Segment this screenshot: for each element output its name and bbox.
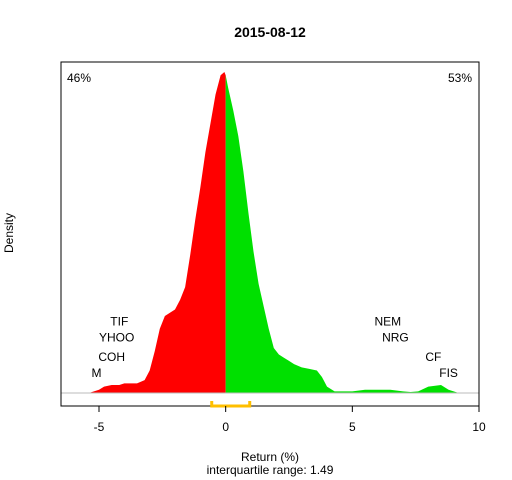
density-area (88, 72, 459, 394)
ticker-label-coh: COH (98, 350, 125, 364)
x-axis: -5 0 5 10 (94, 406, 486, 434)
plot-frame (60, 61, 480, 407)
y-axis-label: Density (2, 213, 16, 253)
ticker-label-fis: FIS (439, 366, 458, 380)
negative-share-label: 46% (67, 71, 91, 85)
ticker-label-nem: NEM (374, 315, 401, 329)
ticker-label-m: M (92, 366, 102, 380)
ticker-label-cf: CF (425, 350, 441, 364)
iqr-subtitle: interquartile range: 1.49 (207, 463, 334, 477)
negative-returns-area (88, 72, 226, 393)
iqr-bracket (210, 401, 252, 408)
ticker-label-tif: TIF (110, 315, 128, 329)
x-axis-label: Return (%) (241, 450, 299, 464)
x-tick-label: 5 (349, 420, 356, 434)
positive-returns-area (225, 75, 459, 394)
x-tick-label: 10 (472, 420, 486, 434)
chart-title: 2015-08-12 (234, 24, 306, 40)
positive-share-label: 53% (448, 71, 472, 85)
ticker-label-yhoo: YHOO (99, 331, 134, 345)
iqr-bar (210, 401, 252, 408)
x-tick-label: 0 (222, 420, 229, 434)
ticker-label-nrg: NRG (382, 331, 409, 345)
ticker-annotations: TIF YHOO COH M NEM NRG CF FIS (92, 315, 458, 380)
x-tick-label: -5 (94, 420, 105, 434)
